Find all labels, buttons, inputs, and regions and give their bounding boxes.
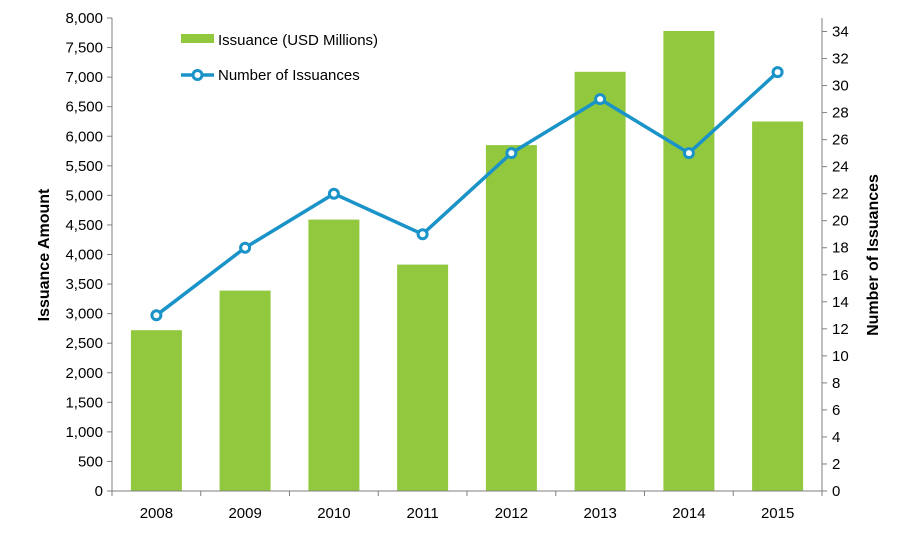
- legend-line-label: Number of Issuances: [218, 67, 360, 84]
- y-tick-label: 1,500: [65, 394, 103, 411]
- y-tick-label: 8,000: [65, 10, 103, 27]
- x-tick-label: 2011: [406, 505, 438, 522]
- y-tick-label: 6,500: [65, 99, 103, 116]
- y2-tick-label: 6: [832, 402, 840, 419]
- y2-tick-label: 32: [832, 51, 849, 68]
- bar-2009: [219, 290, 271, 491]
- y-tick-label: 4,000: [65, 247, 103, 264]
- y2-tick-label: 34: [832, 24, 849, 41]
- y2-tick-label: 24: [832, 159, 849, 176]
- y2-tick-label: 8: [832, 375, 840, 392]
- axis-labels: 0 500 1,000 1,500 2,000 2,500 3,000 3,500 4,000 4…: [65, 10, 848, 522]
- x-tick-label: 2014: [672, 505, 705, 522]
- y-tick-label: 6,000: [65, 128, 103, 145]
- y2-tick-label: 2: [832, 456, 840, 473]
- legend-line-marker: [191, 69, 204, 81]
- y-tick-label: 7,500: [65, 40, 103, 57]
- y-tick-label: 5,500: [65, 158, 103, 175]
- y2-tick-label: 14: [832, 294, 849, 311]
- issuances-point-2011: [416, 228, 429, 241]
- issuances-point-2010: [327, 187, 340, 200]
- issuances-point-2009: [239, 241, 252, 254]
- axes: [107, 17, 827, 496]
- y-tick-label: 5,000: [65, 187, 103, 204]
- legend-bar-swatch: [181, 34, 214, 43]
- issuances-point-2013: [594, 93, 607, 106]
- y2-tick-label: 16: [832, 267, 849, 284]
- issuances-line: [155, 70, 779, 317]
- y2-tick-label: 30: [832, 78, 849, 95]
- y-tick-label: 3,000: [65, 306, 103, 323]
- y-tick-label: 4,500: [65, 217, 103, 234]
- y2-tick-label: 22: [832, 186, 849, 203]
- y-tick-label: 3,500: [65, 276, 103, 293]
- issuances-point-2008: [150, 309, 163, 322]
- y2-tick-label: 12: [832, 321, 849, 338]
- bar-2015: [752, 121, 804, 491]
- bar-2008: [130, 330, 182, 491]
- line-series: [150, 66, 784, 322]
- issuances-point-2012: [505, 147, 518, 160]
- y-tick-label: 0: [95, 483, 103, 500]
- x-tick-label: 2015: [761, 505, 794, 522]
- issuances-point-2015: [771, 66, 784, 79]
- x-tick-label: 2010: [317, 505, 350, 522]
- y2-tick-label: 0: [832, 483, 840, 500]
- issuances-point-2014: [682, 147, 695, 160]
- y2-tick-label: 28: [832, 105, 849, 122]
- x-tick-label: 2008: [140, 505, 173, 522]
- bar-2014: [663, 31, 715, 491]
- y-tick-label: 500: [78, 453, 103, 470]
- y-tick-label: 1,000: [65, 424, 103, 441]
- y-tick-label: 2,500: [65, 335, 103, 352]
- y-tick-label: 2,000: [65, 365, 103, 382]
- y2-axis-title: Number of Issuances: [865, 174, 882, 336]
- legend-bar-label: Issuance (USD Millions): [218, 32, 378, 49]
- y2-tick-label: 4: [832, 429, 840, 446]
- bar-2013: [574, 71, 626, 492]
- legend: Issuance (USD Millions) Number of Issuan…: [181, 32, 378, 84]
- y-tick-label: 7,000: [65, 69, 103, 86]
- y2-tick-label: 18: [832, 240, 849, 257]
- x-tick-label: 2009: [228, 505, 261, 522]
- x-tick-label: 2012: [495, 505, 528, 522]
- bar-2012: [485, 145, 537, 491]
- y2-tick-label: 20: [832, 213, 849, 230]
- y-axis-title: Issuance Amount: [36, 188, 53, 321]
- y2-tick-label: 26: [832, 132, 849, 149]
- bar-2010: [308, 219, 360, 491]
- x-tick-label: 2013: [583, 505, 616, 522]
- bar-series: [130, 31, 804, 492]
- y2-tick-label: 10: [832, 348, 849, 365]
- bar-2011: [397, 264, 449, 491]
